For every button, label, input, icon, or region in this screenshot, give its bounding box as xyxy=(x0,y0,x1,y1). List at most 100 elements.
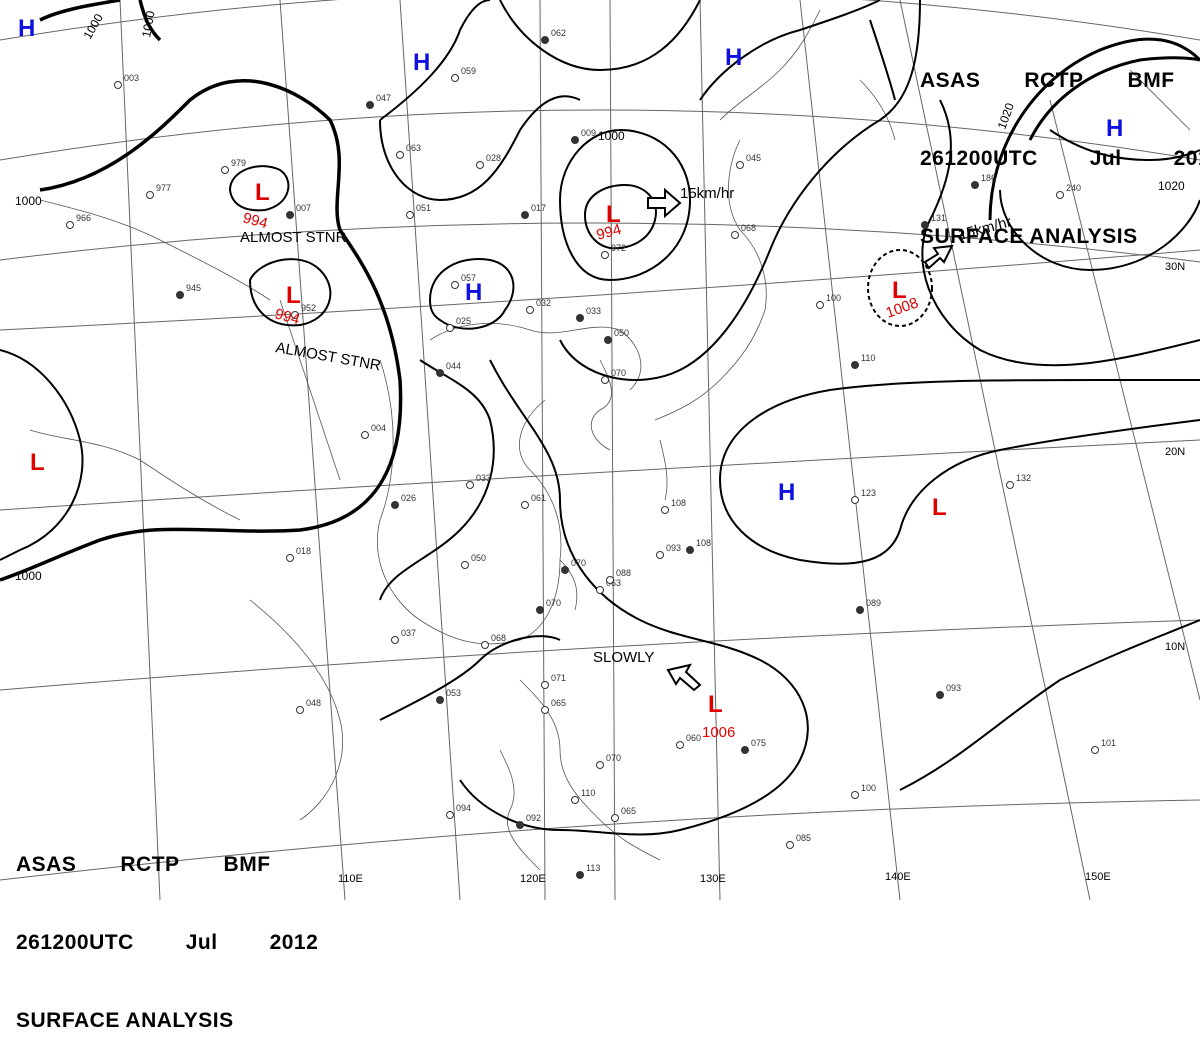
station-marker xyxy=(571,136,579,144)
longitude-label: 140E xyxy=(885,871,911,883)
station-pressure-value: 068 xyxy=(491,633,506,643)
station-marker xyxy=(596,761,604,769)
station-pressure-value: 952 xyxy=(301,303,316,313)
station-pressure-value: 088 xyxy=(616,568,631,578)
low-center-label: L xyxy=(932,494,947,521)
station: RCTP xyxy=(1024,69,1084,92)
station-marker xyxy=(536,606,544,614)
high-center-label: H xyxy=(18,15,35,42)
agency: ASAS xyxy=(16,853,77,876)
latitude-label: 20N xyxy=(1165,446,1185,458)
station-pressure-value: 093 xyxy=(666,543,681,553)
station-marker xyxy=(361,431,369,439)
station-marker xyxy=(576,314,584,322)
station-marker xyxy=(391,501,399,509)
station-marker xyxy=(611,814,619,822)
station-pressure-value: 070 xyxy=(606,753,621,763)
product-name: SURFACE ANALYSIS xyxy=(16,1009,234,1032)
station-pressure-value: 108 xyxy=(671,498,686,508)
station-marker xyxy=(661,506,669,514)
station-marker xyxy=(521,501,529,509)
station-marker xyxy=(816,301,824,309)
station-marker xyxy=(446,324,454,332)
station-pressure-value: 070 xyxy=(546,598,561,608)
station-pressure-value: 110 xyxy=(861,353,875,363)
latitude-label: 10N xyxy=(1165,641,1185,653)
high-center-label: H xyxy=(725,44,742,71)
station-marker xyxy=(541,36,549,44)
station-pressure-value: 063 xyxy=(606,578,621,588)
station-marker xyxy=(656,551,664,559)
station-pressure-value: 101 xyxy=(1101,738,1116,748)
station-pressure-value: 045 xyxy=(746,153,761,163)
station-pressure-value: 059 xyxy=(461,66,476,76)
station-marker xyxy=(736,161,744,169)
station-marker xyxy=(221,166,229,174)
station-pressure-value: 048 xyxy=(306,698,321,708)
low-center-label: L xyxy=(892,277,907,304)
station-pressure-value: 009 xyxy=(581,128,596,138)
station-pressure-value: 037 xyxy=(401,628,416,638)
station-pressure-value: 065 xyxy=(551,698,566,708)
station-pressure-value: 070 xyxy=(611,368,626,378)
station-marker xyxy=(286,211,294,219)
station-marker xyxy=(1091,746,1099,754)
station-pressure-value: 092 xyxy=(526,813,541,823)
product-code: BMF xyxy=(1127,69,1175,92)
low-circle-dashed xyxy=(867,249,933,327)
station-marker xyxy=(466,481,474,489)
station-pressure-value: 979 xyxy=(231,158,246,168)
low-pressure-value: 994 xyxy=(273,305,302,328)
low-center-label: L xyxy=(606,201,621,228)
isobar-label: 1000 xyxy=(139,9,157,38)
station-marker xyxy=(476,161,484,169)
station-pressure-value: 068 xyxy=(741,223,756,233)
station-pressure-value: 053 xyxy=(446,688,461,698)
station-marker xyxy=(286,554,294,562)
station-pressure-value: 050 xyxy=(614,328,629,338)
station-pressure-value: 089 xyxy=(866,598,881,608)
station-marker xyxy=(576,871,584,879)
station-pressure-value: 108 xyxy=(696,538,711,548)
station-pressure-value: 051 xyxy=(416,203,431,213)
station-pressure-value: 026 xyxy=(401,493,416,503)
isobar-label: 1000 xyxy=(598,129,625,143)
longitude-label: 130E xyxy=(700,873,726,885)
high-center-label: H xyxy=(1106,115,1123,142)
station-marker xyxy=(526,306,534,314)
station-pressure-value: 972 xyxy=(611,243,626,253)
high-center-label: H xyxy=(465,279,482,306)
station-marker xyxy=(521,211,529,219)
station-marker xyxy=(481,641,489,649)
month: Jul xyxy=(1089,147,1122,170)
station-marker xyxy=(741,746,749,754)
station-marker xyxy=(451,74,459,82)
station-marker xyxy=(571,796,579,804)
station-pressure-value: 100 xyxy=(861,783,876,793)
station-marker xyxy=(446,811,454,819)
station-observations: 062 003 059 047 063 028 009 979 977 007 051 966 017 9… xyxy=(66,28,1116,879)
low-center-label: L xyxy=(708,691,723,718)
high-center-label: H xyxy=(413,49,430,76)
station-pressure-value: 123 xyxy=(861,488,876,498)
station-marker xyxy=(541,706,549,714)
station-pressure-value: 018 xyxy=(296,546,311,556)
station-marker xyxy=(541,681,549,689)
valid-time: 261200UTC xyxy=(920,147,1038,170)
isobar-label: 1020 xyxy=(1158,179,1185,193)
year: 2012 xyxy=(269,931,319,954)
low-motion: SLOWLY xyxy=(593,649,654,666)
low-center-label: L xyxy=(255,179,270,206)
high-center-label: H xyxy=(778,479,795,506)
station-pressure-value: 094 xyxy=(456,803,471,813)
station-pressure-value: 131 xyxy=(931,213,946,223)
low-pressure-value: 994 xyxy=(595,221,624,244)
station-pressure-value: 033 xyxy=(586,306,601,316)
low-note: ALMOST STNR xyxy=(240,229,347,246)
station-marker xyxy=(851,791,859,799)
station-pressure-value: 132 xyxy=(1016,473,1031,483)
station-pressure-value: 061 xyxy=(531,493,546,503)
station-pressure-value: 047 xyxy=(376,93,391,103)
low-pressure-value: 1006 xyxy=(702,724,735,741)
station-marker xyxy=(786,841,794,849)
